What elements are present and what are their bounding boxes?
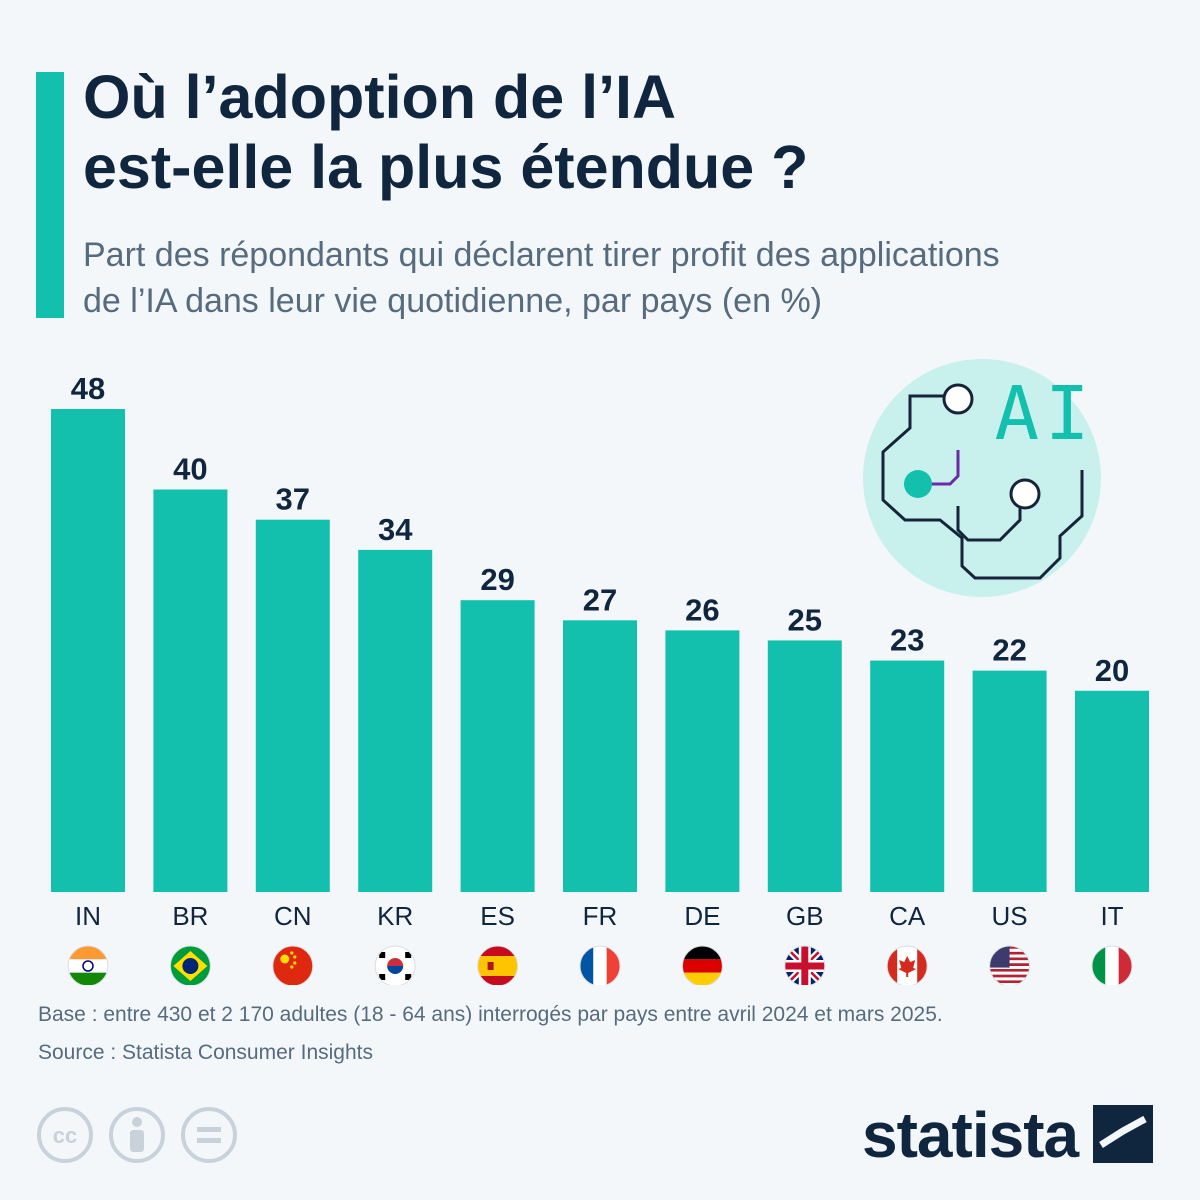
value-label-de: 26: [685, 592, 719, 627]
statista-logo: statista: [862, 1098, 1153, 1172]
flag-kr-icon: [374, 945, 416, 985]
subtitle-line-2: de l’IA dans leur vie quotidienne, par p…: [83, 282, 823, 320]
bar-us: [972, 670, 1047, 892]
svg-text:cc: cc: [53, 1123, 77, 1148]
flag-es-icon: [477, 945, 519, 985]
category-label-de: DE: [684, 901, 720, 931]
category-label-es: ES: [480, 901, 515, 931]
category-label-in: IN: [75, 901, 101, 931]
ai-illustration: AI: [863, 359, 1101, 597]
bar-gb: [767, 640, 842, 892]
attribution-icon[interactable]: [109, 1107, 165, 1163]
cc-icon[interactable]: cc: [37, 1107, 93, 1163]
brand-name: statista: [862, 1099, 1079, 1171]
value-label-es: 29: [480, 562, 514, 597]
value-label-cn: 37: [276, 482, 310, 517]
bar-fr: [563, 620, 637, 892]
title-line-2: est-elle la plus étendue ?: [83, 133, 809, 201]
category-label-us: US: [992, 901, 1028, 931]
ai-circuit-icon: [863, 359, 1101, 597]
bar-in: [51, 409, 125, 892]
statista-mark-icon: [1092, 1105, 1153, 1163]
flag-cn-icon: [272, 945, 314, 985]
bar-ca: [870, 660, 945, 892]
footer-source: Source : Statista Consumer Insights: [38, 1041, 373, 1064]
value-label-in: 48: [71, 371, 105, 406]
value-label-br: 40: [173, 452, 207, 487]
page-subtitle: Part des répondants qui déclarent tirer …: [83, 232, 1183, 324]
bar-cn: [255, 519, 330, 892]
bar-es: [460, 600, 535, 892]
flag-ca-icon: [886, 945, 928, 985]
page-title: Où l’adoption de l’IA est-elle la plus é…: [83, 62, 1143, 202]
value-label-us: 22: [992, 633, 1026, 668]
title-accent-bar: [36, 72, 64, 318]
flag-in-icon: [67, 945, 109, 985]
flag-us-icon: [989, 945, 1031, 985]
ai-label: AI: [994, 371, 1095, 457]
value-label-it: 20: [1095, 653, 1129, 688]
category-label-cn: CN: [274, 901, 312, 931]
value-label-gb: 25: [788, 602, 822, 637]
flag-br-icon: [169, 945, 211, 985]
flag-it-icon: [1091, 945, 1133, 985]
value-label-kr: 34: [378, 512, 413, 547]
flag-gb-icon: [784, 945, 826, 985]
license-icons: cc: [37, 1107, 237, 1163]
category-label-ca: CA: [889, 901, 926, 931]
bar-br: [153, 489, 228, 892]
bar-kr: [358, 549, 433, 892]
value-label-fr: 27: [583, 582, 617, 617]
no-derivatives-icon[interactable]: [181, 1107, 237, 1163]
category-label-fr: FR: [583, 901, 618, 931]
category-label-br: BR: [172, 901, 208, 931]
flag-de-icon: [681, 945, 723, 985]
value-label-ca: 23: [890, 623, 924, 658]
bar-chart: 48 IN 40 BR 37 CN 34 KR 29 ES 27 FR 26 DE 25 GB 23 CA 22 US…: [51, 359, 1149, 985]
footer-base-note: Base : entre 430 et 2 170 adultes (18 - …: [38, 1003, 943, 1026]
category-label-kr: KR: [377, 901, 413, 931]
bar-it: [1075, 690, 1149, 892]
flag-fr-icon: [579, 945, 621, 985]
category-label-it: IT: [1100, 901, 1123, 931]
bar-de: [665, 630, 740, 892]
subtitle-line-1: Part des répondants qui déclarent tirer …: [83, 236, 1000, 274]
category-label-gb: GB: [786, 901, 824, 931]
title-line-1: Où l’adoption de l’IA: [83, 63, 677, 131]
